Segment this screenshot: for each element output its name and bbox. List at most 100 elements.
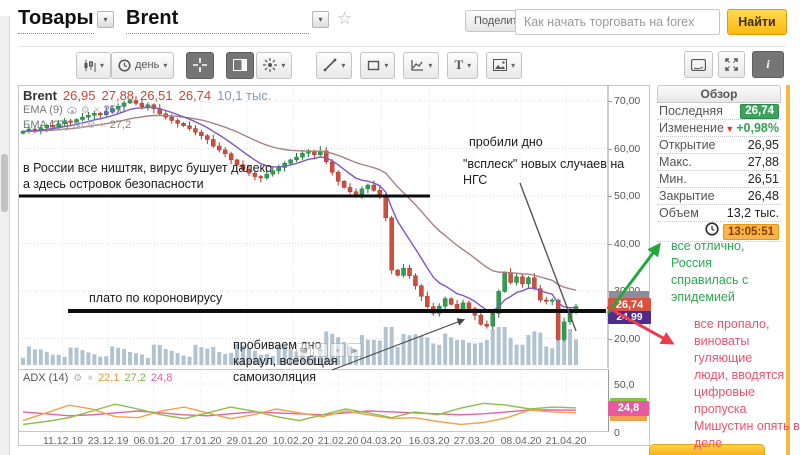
scroll-left-button[interactable]: ◀: [296, 343, 311, 357]
scrollbar-thumb[interactable]: [1, 154, 8, 212]
annotation-bottom-broken: пробили дно: [469, 135, 543, 149]
x-axis-label: 27.03.20: [453, 435, 495, 447]
adx-canvas[interactable]: [19, 370, 607, 431]
y-axis-label: 40,00: [614, 237, 641, 250]
y-axis-tick: [608, 148, 612, 150]
chart-panel: Brent 26,95 27,88 26,51 26,74 10,1 тыс. …: [18, 85, 651, 447]
period-button[interactable]: день ▾: [111, 51, 175, 79]
y-axis-tick: [608, 243, 612, 245]
indicator-spark-icon: [263, 58, 278, 72]
overview-row-high: Макс. 27,88: [657, 154, 781, 171]
chart-toolbar: ▾ день ▾ ▾ ▾ ▾ ▾ T ▾ ▾: [18, 51, 523, 79]
fullscreen-icon: [725, 58, 738, 71]
zoom-out-button[interactable]: −: [313, 343, 328, 357]
y-axis-tick: [608, 196, 612, 197]
overview-row-low: Мин. 26,51: [657, 171, 781, 188]
overview-row-time: 13:05:51: [657, 222, 781, 242]
sub-axis-label: 50,0: [614, 379, 635, 391]
x-axis-label: 11.12.19: [42, 435, 84, 447]
open-value: 26,95: [747, 138, 779, 152]
x-axis-label: 10.02.20: [272, 435, 314, 447]
x-axis-label: 06.01.20: [133, 435, 175, 447]
info-button[interactable]: i: [752, 51, 784, 78]
low-value: 26,51: [747, 172, 779, 186]
overview-title[interactable]: Обзор: [657, 85, 781, 103]
visibility-icon[interactable]: [72, 122, 83, 129]
sub-axis-label: 0: [614, 427, 620, 439]
gear-icon[interactable]: ⚙: [86, 120, 96, 131]
chart-type-button[interactable]: ▾: [76, 51, 112, 79]
layout-button[interactable]: [226, 51, 255, 79]
zoom-in-button[interactable]: +: [330, 343, 345, 357]
adx-axis-badge: 24,8: [608, 401, 649, 416]
annotation-safe-haven: в России все ништяк, вирус бушует далеко…: [23, 161, 273, 191]
row-label: Изменение: [659, 121, 724, 135]
adx-subchart: [19, 369, 609, 432]
overview-panel: Обзор Последняя 26,74 Изменение ▼ +0,98% …: [657, 85, 781, 242]
fullscreen-button[interactable]: [718, 51, 745, 78]
visibility-icon[interactable]: [66, 107, 77, 114]
category-dropdown-button[interactable]: ▾: [97, 11, 114, 28]
close-icon[interactable]: ×: [99, 120, 106, 131]
search-input[interactable]: [515, 9, 720, 35]
forecast-chart-icon: [410, 59, 424, 72]
search-submit-button[interactable]: Найти: [727, 9, 787, 35]
high-value: 27,88: [747, 155, 779, 169]
y-axis-label: 60,00: [614, 142, 641, 155]
annotation-optimist: все отлично, Россия справилась с эпидеми…: [671, 239, 749, 304]
y-axis-tick: [608, 338, 612, 340]
volume-value: 13,2 тыс.: [726, 206, 779, 220]
last-price-value: 26,74: [740, 103, 779, 119]
overview-row-last: Последняя 26,74: [657, 103, 781, 120]
image-tool-button[interactable]: ▾: [486, 51, 523, 79]
close-icon[interactable]: ×: [93, 105, 100, 116]
gear-icon[interactable]: ⚙: [80, 105, 90, 116]
adx-value: 24,8: [150, 372, 173, 384]
y-axis-tick: [608, 101, 612, 102]
draw-line-button[interactable]: ▾: [316, 51, 353, 79]
ema9-label: EMA (9): [23, 104, 63, 116]
chevron-down-icon: ▾: [428, 60, 433, 70]
category-title[interactable]: Товары: [18, 7, 94, 34]
adx-legend: ADX (14) ⚙ × 22,1 27,2 24,8: [23, 372, 172, 384]
close-icon[interactable]: ×: [87, 372, 94, 384]
snapshot-icon: [691, 58, 706, 71]
instrument-title[interactable]: Brent: [126, 7, 309, 34]
last-price-badge: 26,74: [608, 298, 651, 312]
x-axis-label: 04.03.20: [360, 435, 402, 447]
scroll-right-button[interactable]: ▶: [347, 343, 362, 357]
crosshair-button[interactable]: [186, 51, 215, 79]
instrument-dropdown-button[interactable]: ▾: [312, 11, 329, 28]
snapshot-button[interactable]: [684, 51, 713, 78]
chevron-down-icon: ▾: [384, 60, 389, 70]
favorite-star-icon[interactable]: ☆: [337, 9, 353, 28]
chevron-down-icon: ▾: [341, 60, 346, 70]
cta-button-clipped[interactable]: [649, 444, 765, 455]
line-tool-icon: [323, 58, 337, 72]
forecast-button[interactable]: ▾: [403, 51, 440, 79]
chart-nav-controls: ◀ − + ▶: [296, 343, 362, 357]
adx-orange-axis-badge: [610, 415, 647, 421]
clock-icon: [118, 58, 131, 72]
y-axis-label: 20,00: [614, 332, 641, 345]
legend-volume: 10,1 тыс.: [217, 88, 272, 103]
draw-shape-button[interactable]: ▾: [360, 51, 396, 79]
row-label: Макс.: [659, 155, 692, 169]
chevron-down-icon: ▾: [103, 15, 108, 24]
row-label: Открытие: [659, 138, 716, 152]
legend-open: 26,95: [62, 88, 96, 103]
row-label: Объем: [659, 206, 699, 220]
annotation-plateau: плато по короновирусу: [89, 291, 223, 305]
left-scrollbar[interactable]: [0, 16, 10, 455]
row-label: Закрытие: [659, 189, 715, 203]
chevron-down-icon: ▾: [100, 60, 105, 70]
down-triangle-icon: ▼: [725, 124, 735, 134]
toolbar-divider: [18, 46, 786, 47]
ema27-label: EMA (27): [23, 119, 69, 131]
indicators-button[interactable]: ▾: [256, 51, 293, 79]
clock-icon: [705, 222, 719, 241]
gear-icon[interactable]: ⚙: [73, 372, 83, 384]
text-tool-button[interactable]: T ▾: [447, 51, 479, 79]
change-value: +0,98%: [736, 121, 779, 135]
